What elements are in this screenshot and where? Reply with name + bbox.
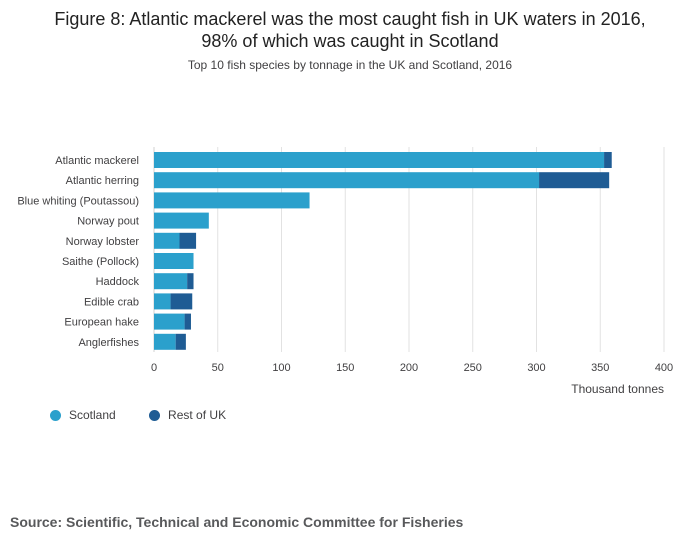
bar-rest-of-uk <box>539 172 610 189</box>
bar-scotland <box>154 273 188 290</box>
bar-scotland <box>154 293 171 310</box>
category-label: Saithe (Pollock) <box>62 256 139 268</box>
legend-item-scotland[interactable]: Scotland <box>50 408 116 422</box>
legend-label-rest-of-uk: Rest of UK <box>168 408 227 422</box>
x-tick-label: 250 <box>464 362 482 374</box>
x-tick-label: 350 <box>591 362 609 374</box>
bar-rest-of-uk <box>187 273 194 290</box>
x-tick-labels: 0 50 100 150 200 250 300 350 400 <box>151 362 673 374</box>
bar-rest-of-uk <box>604 152 612 168</box>
category-label: Atlantic mackerel <box>55 155 139 167</box>
bar-scotland <box>154 333 176 350</box>
bar-scotland <box>154 253 194 269</box>
bar-rest-of-uk <box>170 293 193 310</box>
category-label: Haddock <box>96 276 140 288</box>
legend-label-scotland: Scotland <box>69 408 116 422</box>
bar-scotland <box>154 172 540 189</box>
x-tick-label: 400 <box>655 362 673 374</box>
bar-scotland <box>154 313 185 330</box>
x-axis-title: Thousand tonnes <box>571 382 664 396</box>
bar-scotland <box>154 152 605 168</box>
chart-title-line-2: 98% of which was caught in Scotland <box>201 31 499 51</box>
x-tick-label: 0 <box>151 362 157 374</box>
category-labels: Atlantic mackerel Atlantic herring Blue wh… <box>17 155 139 349</box>
category-label: Atlantic herring <box>66 175 139 187</box>
legend-item-rest-of-uk[interactable]: Rest of UK <box>149 408 226 422</box>
category-label: Blue whiting (Poutassou) <box>17 195 139 207</box>
x-tick-label: 300 <box>527 362 545 374</box>
legend-swatch-rest-of-uk <box>149 409 161 421</box>
bars <box>154 152 612 350</box>
category-label: Norway pout <box>77 216 139 228</box>
bar-rest-of-uk <box>175 333 186 350</box>
bar-scotland <box>154 232 180 249</box>
x-tick-label: 100 <box>272 362 290 374</box>
legend-swatch-scotland <box>50 409 61 421</box>
chart-subtitle: Top 10 fish species by tonnage in the UK… <box>187 58 513 72</box>
x-tick-label: 200 <box>400 362 418 374</box>
source-note: Source: Scientific, Technical and Econom… <box>10 514 464 530</box>
category-label: European hake <box>64 317 139 329</box>
bar-scotland <box>154 212 209 229</box>
bar-scotland <box>154 192 310 209</box>
x-tick-label: 50 <box>212 362 224 374</box>
category-label: Norway lobster <box>66 236 140 248</box>
legend: Scotland Rest of UK <box>50 408 256 424</box>
chart-title: Figure 8: Atlantic mackerel was the most… <box>0 8 700 52</box>
x-tick-label: 150 <box>336 362 354 374</box>
bar-rest-of-uk <box>184 313 191 330</box>
category-label: Edible crab <box>84 296 139 308</box>
chart-title-line-1: Figure 8: Atlantic mackerel was the most… <box>54 9 646 29</box>
bar-rest-of-uk <box>179 232 197 249</box>
category-label: Anglerfishes <box>78 337 139 349</box>
